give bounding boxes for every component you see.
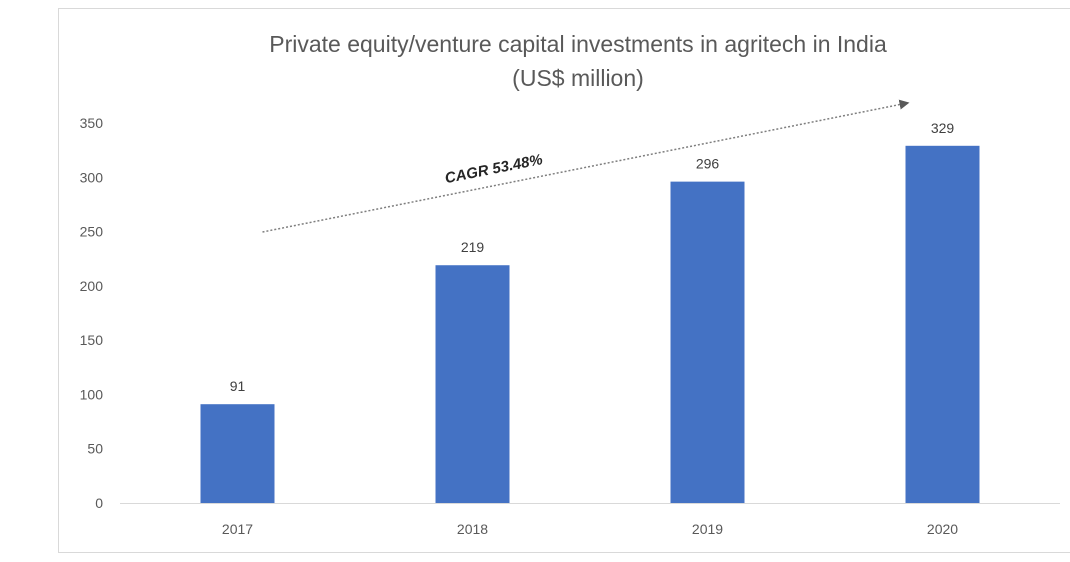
y-tick-label: 250 <box>80 224 104 240</box>
y-tick-label: 50 <box>87 441 103 457</box>
y-tick-label: 150 <box>80 332 104 348</box>
y-tick-label: 300 <box>80 169 104 185</box>
data-label-2020: 329 <box>931 120 955 136</box>
chart-subtitle: (US$ million) <box>512 65 644 91</box>
bar-2020 <box>905 145 980 504</box>
x-tick-label: 2019 <box>692 521 723 537</box>
x-tick-label: 2017 <box>222 521 253 537</box>
data-label-2019: 296 <box>696 156 720 172</box>
data-label-2017: 91 <box>230 378 246 394</box>
bar-2018 <box>435 265 510 503</box>
chart-title: Private equity/venture capital investmen… <box>269 31 887 57</box>
bar-2019 <box>670 181 745 503</box>
bar-2017 <box>200 404 275 503</box>
y-tick-label: 200 <box>80 278 104 294</box>
data-labels: 91 219 296 329 <box>230 120 955 394</box>
x-tick-label: 2018 <box>457 521 488 537</box>
y-tick-label: 350 <box>80 115 104 131</box>
x-tick-label: 2020 <box>927 521 958 537</box>
y-axis: 0 50 100 150 200 250 300 350 <box>80 115 104 511</box>
y-tick-label: 0 <box>95 495 103 511</box>
data-label-2018: 219 <box>461 239 485 255</box>
y-tick-label: 100 <box>80 386 104 402</box>
bars <box>200 145 980 504</box>
cagr-arrow <box>262 99 910 233</box>
x-axis: 2017 2018 2019 2020 <box>222 521 958 537</box>
cagr-annotation: CAGR 53.48% <box>444 151 545 187</box>
